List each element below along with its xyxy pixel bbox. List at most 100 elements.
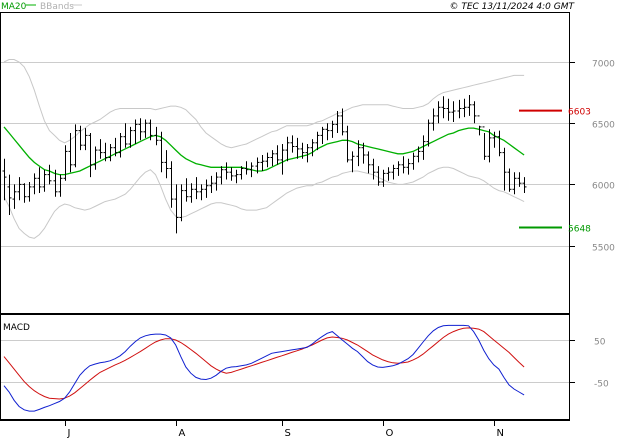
ohlc-bar — [467, 95, 472, 116]
ohlc-bar — [37, 167, 42, 193]
ohlc-bar — [517, 172, 522, 187]
price-tick-label: 6000 — [592, 182, 615, 192]
date-tick-label: A — [179, 428, 186, 439]
ohlc-bar — [7, 174, 12, 215]
ohlc-bar — [128, 126, 133, 148]
ohlc-bar — [325, 123, 330, 141]
ohlc-bar — [345, 125, 350, 163]
ohlc-bar — [376, 166, 381, 186]
macd-panel-frame — [0, 314, 570, 420]
ohlc-bar — [290, 135, 295, 153]
ohlc-bar — [507, 168, 512, 192]
ohlc-bar — [477, 115, 482, 136]
ohlc-bar — [497, 130, 502, 157]
bollinger-bands — [3, 59, 525, 239]
ohlc-bar — [159, 131, 164, 173]
ohlc-bar — [113, 137, 118, 157]
price-gridlines — [1, 62, 569, 247]
ohlc-bar — [204, 179, 209, 198]
ohlc-bar — [53, 169, 58, 197]
price-panel-frame — [0, 12, 570, 314]
ohlc-bar — [63, 145, 68, 181]
ohlc-bar — [270, 150, 275, 167]
ohlc-bar — [143, 119, 148, 138]
ohlc-bar — [169, 161, 174, 208]
price-tick-label: 7000 — [592, 60, 615, 70]
macd-title: MACD — [3, 323, 30, 333]
ohlc-bar — [315, 131, 320, 151]
ohlc-bar — [58, 174, 63, 197]
ohlc-bar — [118, 133, 123, 158]
ohlc-bar — [300, 142, 305, 159]
ohlc-bar — [88, 133, 93, 178]
ohlc-bar — [219, 166, 224, 185]
ohlc-bar — [356, 140, 361, 167]
date-tick-label: O — [386, 428, 394, 439]
ohlc-bar — [73, 124, 78, 168]
macd-line — [3, 324, 525, 412]
ohlc-bar — [401, 156, 406, 174]
ohlc-bar — [199, 184, 204, 201]
ohlc-bar — [512, 172, 517, 195]
bollinger-lower-line — [3, 166, 525, 239]
ohlc-bar — [239, 166, 244, 180]
ohlc-bar — [189, 183, 194, 203]
ohlc-bar — [214, 172, 219, 191]
ohlc-bar — [154, 126, 159, 146]
ohlc-bar — [47, 164, 52, 185]
ohlc-bar — [305, 144, 310, 163]
ohlc-bar — [234, 169, 239, 184]
ohlc-bar — [487, 129, 492, 163]
ohlc-bar — [406, 158, 411, 175]
ohlc-bar — [350, 151, 355, 173]
ohlc-bar — [174, 184, 179, 234]
ohlc-bar — [12, 184, 17, 209]
ohlc-bar — [436, 101, 441, 124]
ohlc-bar — [123, 123, 128, 148]
macd-gridlines — [1, 340, 569, 383]
ohlc-bar — [431, 108, 436, 131]
ohlc-bar — [2, 158, 7, 201]
ohlc-bar — [457, 99, 462, 119]
ohlc-bar — [411, 152, 416, 170]
ohlc-bar — [416, 146, 421, 163]
ohlc-bar — [335, 111, 340, 133]
macd-tick-label: 50 — [594, 338, 606, 348]
ohlc-bar — [381, 169, 386, 187]
ohlc-bar — [522, 177, 527, 193]
ohlc-bar — [421, 135, 426, 160]
ohlc-bar — [224, 162, 229, 180]
ohlc-bar — [371, 158, 376, 180]
ohlc-bar — [148, 119, 153, 141]
ohlc-bar — [68, 133, 73, 173]
ohlc-bar — [194, 177, 199, 200]
date-tick-label: J — [67, 428, 71, 439]
ohlc-bar — [265, 152, 270, 168]
ohlc-bar — [340, 108, 345, 136]
ohlc-bar — [482, 126, 487, 160]
ohlc-bar — [78, 125, 83, 151]
ohlc-bar — [93, 146, 98, 170]
date-tick-label: N — [497, 428, 504, 439]
ohlc-bar — [244, 161, 249, 175]
ohlc-bar — [462, 98, 467, 118]
copyright: © TEC 13/11/2024 4:0 GMT — [449, 2, 575, 12]
ohlc-bar — [83, 128, 88, 151]
ohlc-bar — [451, 101, 456, 122]
resistance-label: 6603 — [568, 108, 591, 118]
legend-ma20: MA20 — [1, 2, 27, 12]
ohlc-bar — [108, 144, 113, 162]
ohlc-bar — [492, 131, 497, 148]
ohlc-bar — [209, 175, 214, 193]
ohlc-bar — [396, 161, 401, 176]
ohlc-bar — [103, 142, 108, 162]
ohlc-bar — [446, 98, 451, 121]
ohlc-bar — [179, 184, 184, 222]
ohlc-bar — [320, 126, 325, 144]
ohlc-bar — [17, 177, 22, 201]
ohlc-bar — [275, 145, 280, 165]
ohlc-bar — [229, 167, 234, 181]
legend-bbands: BBands — [40, 2, 74, 12]
